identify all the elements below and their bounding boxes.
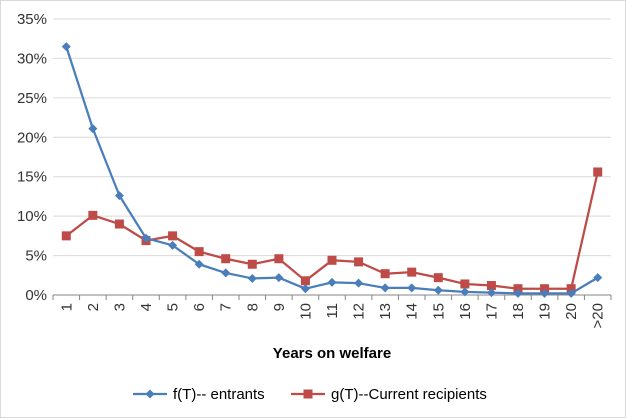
data-point: [300, 284, 310, 294]
data-point: [540, 288, 550, 298]
data-point: [221, 254, 231, 264]
data-point: [114, 219, 124, 229]
x-tick-label: 8: [244, 303, 261, 311]
x-axis-tick-labels: 1 2 3 4 5 6 7 8 9 10 11 12 13 14 15 16 17 18 19 20 >20: [58, 303, 606, 328]
data-point: [194, 259, 204, 269]
legend-label: f(T)-- entrants: [173, 386, 265, 403]
data-point: [114, 191, 124, 201]
series-diamond: [61, 42, 603, 298]
data-point: [433, 273, 443, 283]
data-point: [566, 284, 576, 294]
x-tick-label: 12: [351, 303, 368, 320]
x-axis-title: Years on welfare: [273, 345, 391, 362]
y-tick-label: 15%: [17, 169, 47, 186]
x-tick-label: 9: [271, 303, 288, 311]
data-point: [300, 276, 310, 286]
data-point: [221, 268, 231, 278]
x-tick-label: 13: [377, 303, 394, 320]
data-point: [88, 124, 98, 134]
y-tick-label: 25%: [17, 90, 47, 107]
x-axis: [52, 294, 612, 300]
series-square: [61, 167, 603, 294]
x-tick-label: 17: [483, 303, 500, 320]
x-tick-label: 4: [138, 303, 155, 311]
x-tick-label: 16: [457, 303, 474, 320]
data-point: [327, 277, 337, 287]
data-point: [247, 273, 257, 283]
data-point: [61, 42, 71, 52]
y-tick-label: 20%: [17, 129, 47, 146]
data-point: [194, 247, 204, 257]
data-point: [61, 231, 71, 241]
x-tick-label: 3: [111, 303, 128, 311]
data-point: [247, 259, 257, 269]
legend-item: f(T)-- entrants: [133, 386, 265, 403]
x-tick-label: 18: [510, 303, 527, 320]
data-point: [168, 240, 178, 250]
data-point: [486, 288, 496, 298]
data-point: [327, 255, 337, 265]
legend-label: g(T)--Current recipients: [331, 386, 487, 403]
x-tick-label: 2: [85, 303, 102, 311]
data-point: [274, 254, 284, 264]
data-point: [303, 389, 313, 399]
x-tick-label: 20: [563, 303, 580, 320]
x-tick-label: 5: [165, 303, 182, 311]
x-tick-label: 19: [537, 303, 554, 320]
series-line: [65, 171, 599, 290]
x-tick-label: 15: [430, 303, 447, 320]
y-tick-label: 0%: [25, 287, 47, 304]
y-tick-label: 35%: [17, 11, 47, 28]
data-point: [593, 167, 603, 177]
data-point: [460, 287, 470, 297]
data-point: [593, 273, 603, 283]
y-tick-label: 10%: [17, 208, 47, 225]
x-tick-label: 7: [218, 303, 235, 311]
data-point: [486, 281, 496, 291]
data-point: [460, 279, 470, 289]
y-axis-tick-labels: 0% 5% 10% 15% 20% 25% 30% 35%: [17, 11, 47, 304]
data-point: [88, 210, 98, 220]
data-point: [354, 278, 364, 288]
y-tick-label: 5%: [25, 248, 47, 265]
data-point: [433, 285, 443, 295]
x-tick-label: 14: [404, 303, 421, 320]
x-tick-label: 1: [58, 303, 75, 311]
data-point: [380, 269, 390, 279]
legend-item: g(T)--Current recipients: [291, 386, 487, 403]
gridlines: [53, 18, 611, 257]
data-point: [513, 288, 523, 298]
series-layer: [61, 42, 603, 298]
data-point: [380, 283, 390, 293]
data-point: [407, 267, 417, 277]
x-tick-label: >20: [590, 303, 607, 328]
x-tick-label: 10: [297, 303, 314, 320]
data-point: [513, 284, 523, 294]
data-point: [407, 283, 417, 293]
data-point: [566, 288, 576, 298]
data-point: [168, 231, 178, 241]
x-tick-label: 6: [191, 303, 208, 311]
legend: f(T)-- entrants g(T)--Current recipients: [133, 386, 487, 403]
data-point: [145, 389, 155, 399]
data-point: [141, 233, 151, 243]
data-point: [540, 284, 550, 294]
y-tick-label: 30%: [17, 50, 47, 67]
data-point: [274, 273, 284, 283]
data-point: [354, 257, 364, 267]
x-tick-label: 11: [324, 303, 341, 319]
